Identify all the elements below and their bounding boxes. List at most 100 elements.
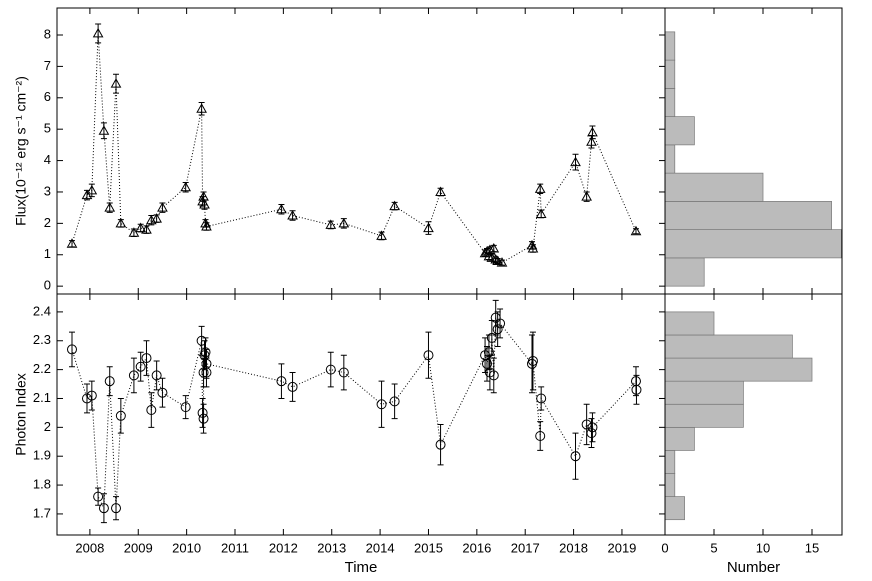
marker xyxy=(157,202,168,212)
marker xyxy=(135,361,146,372)
error-bar xyxy=(583,403,590,446)
error-bar xyxy=(289,372,296,402)
error-bar xyxy=(95,487,102,506)
y-tick-label: 6 xyxy=(44,89,51,104)
marker xyxy=(570,451,581,462)
marker xyxy=(495,318,506,329)
x-tick-label: 2009 xyxy=(124,540,153,555)
x-tick-label: 2015 xyxy=(414,540,443,555)
error-bar xyxy=(437,423,444,466)
marker xyxy=(389,396,400,407)
marker xyxy=(92,27,104,38)
x-tick-label: 2013 xyxy=(317,540,346,555)
marker xyxy=(486,332,497,343)
x-tick-label: 5 xyxy=(710,540,717,555)
marker xyxy=(570,156,581,167)
marker xyxy=(128,370,139,381)
histogram-bar xyxy=(664,450,676,474)
y-tick-label: 1.9 xyxy=(33,448,51,463)
x-tick-label: 2017 xyxy=(511,540,540,555)
marker xyxy=(631,384,642,395)
marker xyxy=(488,370,499,381)
marker xyxy=(423,350,434,361)
x-tick-label: 2014 xyxy=(366,540,395,555)
error-bar xyxy=(202,337,209,368)
marker xyxy=(151,213,162,223)
error-bar xyxy=(130,357,137,394)
error-bar xyxy=(143,340,150,376)
x-tick-label: 2010 xyxy=(172,540,201,555)
histogram-bar xyxy=(664,403,744,428)
error-bar xyxy=(528,334,535,394)
marker xyxy=(325,219,337,229)
error-bar xyxy=(485,334,492,371)
marker xyxy=(66,238,78,248)
y-tick-label: 2.3 xyxy=(33,332,51,347)
marker xyxy=(104,376,115,387)
connector-line xyxy=(71,33,637,264)
error-bar xyxy=(117,397,124,434)
y-tick-label: 4 xyxy=(44,152,51,167)
error-bar xyxy=(490,357,497,394)
marker xyxy=(128,227,140,237)
error-bar xyxy=(113,73,120,94)
error-bar xyxy=(327,351,334,388)
marker xyxy=(376,230,387,240)
histogram-bar xyxy=(664,380,744,405)
marker xyxy=(389,200,400,211)
marker xyxy=(587,422,598,433)
marker xyxy=(81,189,93,200)
marker xyxy=(115,410,126,421)
y-tick-label: 5 xyxy=(44,121,51,136)
marker xyxy=(586,428,597,439)
marker xyxy=(104,202,116,212)
error-bar xyxy=(137,351,144,382)
x-tick-label: 15 xyxy=(805,540,819,555)
marker xyxy=(93,491,104,502)
marker xyxy=(484,244,496,255)
x-tick-label: 2016 xyxy=(462,540,491,555)
error-bar xyxy=(199,397,206,428)
y-tick-label: 1.7 xyxy=(33,505,51,520)
marker xyxy=(435,439,446,450)
error-bar xyxy=(589,412,596,443)
x-tick-label: 0 xyxy=(661,540,668,555)
marker xyxy=(180,402,191,413)
x-tick-label: 2012 xyxy=(269,540,298,555)
marker xyxy=(201,220,212,231)
error-bar xyxy=(100,493,107,524)
error-bar xyxy=(182,395,189,420)
marker xyxy=(66,344,77,355)
y-tick-label: 1.8 xyxy=(33,477,51,492)
histogram-bar xyxy=(664,257,705,287)
error-bar xyxy=(632,228,639,235)
marker xyxy=(110,78,122,88)
marker xyxy=(287,209,298,220)
histogram-bar xyxy=(664,229,842,259)
error-bar xyxy=(633,374,640,405)
x-axis-label: Time xyxy=(345,559,378,576)
marker xyxy=(276,376,287,387)
y-tick-label: 2.2 xyxy=(33,361,51,376)
marker xyxy=(196,103,207,113)
histogram-bar xyxy=(664,473,676,497)
histogram-bar xyxy=(664,311,715,336)
marker xyxy=(201,358,212,369)
marker xyxy=(527,242,539,253)
marker xyxy=(86,390,97,401)
marker xyxy=(536,393,547,404)
x-tick-label: 2008 xyxy=(75,540,104,555)
marker xyxy=(157,387,168,398)
marker xyxy=(423,222,434,233)
y-tick-label: 2 xyxy=(44,215,51,230)
marker xyxy=(98,503,109,514)
marker xyxy=(146,405,157,416)
marker xyxy=(197,407,208,418)
y-tick-label: 2.1 xyxy=(33,390,51,405)
histogram-bar xyxy=(664,172,764,202)
error-bar xyxy=(200,403,207,434)
connector-line xyxy=(71,317,637,511)
marker xyxy=(135,222,147,233)
marker xyxy=(276,203,287,214)
